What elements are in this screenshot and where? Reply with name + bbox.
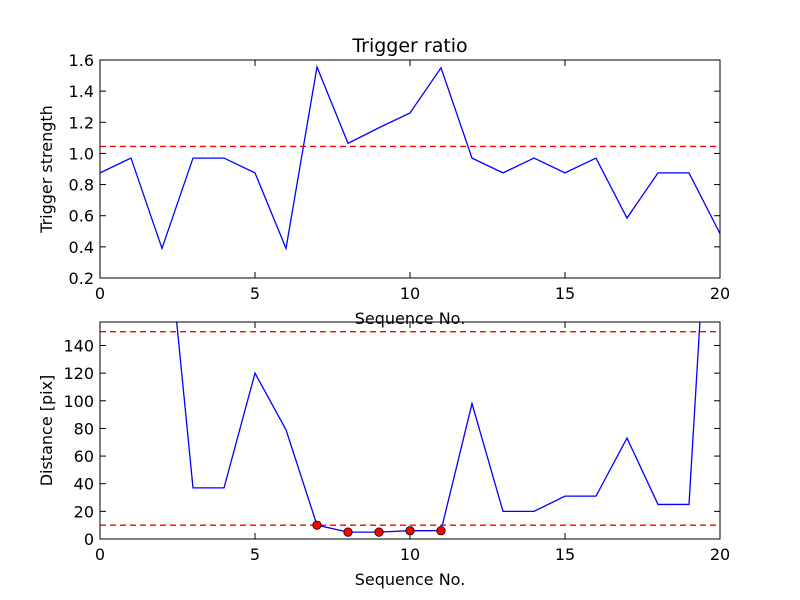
- x-tick-label: 20: [710, 284, 730, 303]
- x-axis-label: Sequence No.: [355, 309, 466, 328]
- x-tick-label: 0: [95, 545, 105, 564]
- y-tick-label: 1.6: [69, 51, 94, 70]
- y-tick-label: 0.8: [69, 176, 94, 195]
- highlight-point-4: [436, 526, 446, 536]
- highlight-point-1: [343, 527, 353, 537]
- x-tick-label: 20: [710, 545, 730, 564]
- highlight-point-0: [312, 520, 322, 530]
- y-tick-label: 80: [74, 419, 94, 438]
- x-tick-label: 5: [250, 284, 260, 303]
- y-axis-label: Distance [pix]: [37, 375, 56, 487]
- y-tick-label: 40: [74, 475, 94, 494]
- highlight-point-2: [374, 527, 384, 537]
- x-tick-label: 10: [400, 545, 420, 564]
- y-tick-label: 1.4: [69, 82, 94, 101]
- y-tick-label: 20: [74, 502, 94, 521]
- chart-title: Trigger ratio: [351, 35, 467, 57]
- y-tick-label: 1.0: [69, 144, 94, 163]
- y-tick-label: 140: [63, 336, 94, 355]
- y-tick-label: 100: [63, 392, 94, 411]
- x-tick-label: 0: [95, 284, 105, 303]
- x-tick-label: 15: [555, 284, 575, 303]
- distance-panel: 0 5 10 15 20 0 20 40 60 80 100 120 140 Sequence No. Di…: [37, 321, 730, 589]
- y-tick-label: 120: [63, 364, 94, 383]
- series-line-0: [100, 64, 720, 251]
- trigger-ratio-panel: 0 5 10 15 20 0.2 0.4 0.6 0.8 1.0 1.2 1.4 1.6 Sequence…: [37, 35, 730, 328]
- axes-frame: [99, 321, 721, 540]
- x-axis-label: Sequence No.: [355, 570, 466, 589]
- y-axis-label: Trigger strength: [37, 105, 56, 234]
- series-line-0: [176, 322, 701, 533]
- x-tick-label: 15: [555, 545, 575, 564]
- y-tick-label: 0.4: [69, 238, 94, 257]
- y-tick-label: 0.6: [69, 207, 94, 226]
- x-tick-label: 10: [400, 284, 420, 303]
- axes-frame: [99, 59, 721, 279]
- y-tick-label: 0.2: [69, 269, 94, 288]
- y-tick-label: 60: [74, 447, 94, 466]
- x-tick-label: 5: [250, 545, 260, 564]
- y-tick-label: 1.2: [69, 113, 94, 132]
- y-tick-label: 0: [84, 530, 94, 549]
